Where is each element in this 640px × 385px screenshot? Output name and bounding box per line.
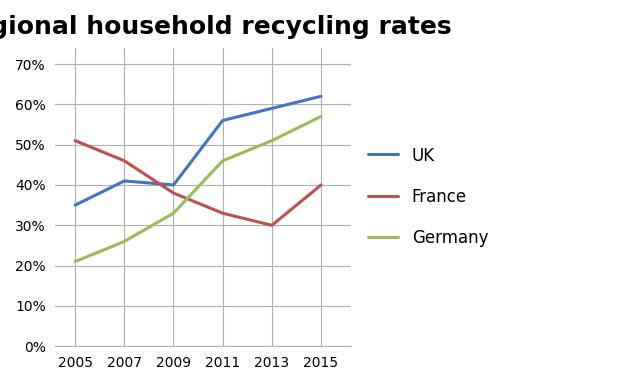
Germany: [317, 114, 325, 119]
Germany: [170, 211, 177, 216]
France: [170, 191, 177, 195]
Legend: UK, France, Germany: UK, France, Germany: [362, 140, 495, 254]
UK: [71, 203, 79, 208]
Title: Regional household recycling rates: Regional household recycling rates: [0, 15, 452, 39]
UK: [219, 118, 227, 123]
France: [120, 159, 128, 163]
France: [71, 138, 79, 143]
France: [219, 211, 227, 216]
Germany: [71, 259, 79, 264]
UK: [120, 179, 128, 183]
Germany: [219, 159, 227, 163]
Germany: [120, 239, 128, 244]
Line: France: France: [75, 141, 321, 225]
France: [268, 223, 276, 228]
France: [317, 182, 325, 187]
Line: Germany: Germany: [75, 116, 321, 261]
UK: [170, 182, 177, 187]
UK: [268, 106, 276, 110]
Line: UK: UK: [75, 96, 321, 205]
Germany: [268, 138, 276, 143]
UK: [317, 94, 325, 99]
